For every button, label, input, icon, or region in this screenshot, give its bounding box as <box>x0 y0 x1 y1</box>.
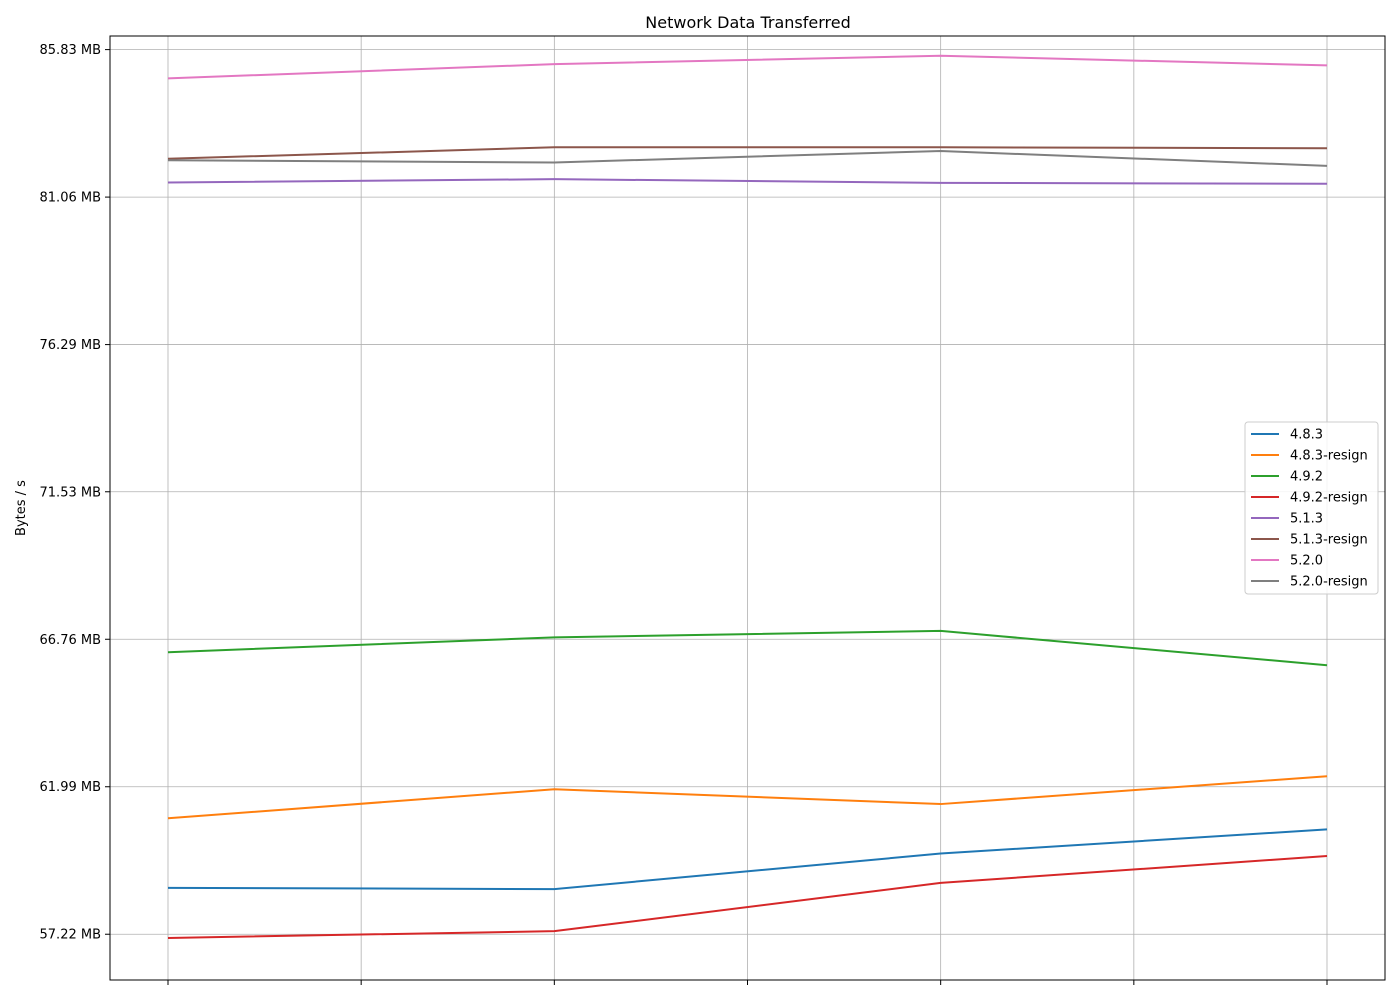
series-line-5-1-3-resign <box>167 146 1328 160</box>
series-lines <box>167 54 1328 939</box>
legend: 4.8.3 4.8.3-resign 4.9.2 4.9.2-resign 5.1.3 5… <box>1244 421 1379 595</box>
series-line-5-2-0 <box>167 54 1328 80</box>
legend-label: 4.9.2 <box>1290 470 1323 485</box>
y-tick-label: 76.29 MB <box>40 338 101 353</box>
y-axis-ticks: 57.22 MB 61.99 MB 66.76 MB 71.53 MB 76.29 MB… <box>40 43 110 943</box>
legend-label: 4.9.2-resign <box>1290 491 1368 506</box>
y-tick-label: 66.76 MB <box>40 633 101 648</box>
y-tick-label: 81.06 MB <box>40 191 101 206</box>
y-tick-label: 57.22 MB <box>40 928 101 943</box>
series-line-4-9-2 <box>167 629 1328 667</box>
y-tick-label: 61.99 MB <box>40 780 101 795</box>
x-axis-ticks <box>167 980 1328 985</box>
y-tick-label: 85.83 MB <box>40 43 101 58</box>
legend-label: 4.8.3-resign <box>1290 449 1368 464</box>
legend-label: 5.2.0-resign <box>1290 575 1368 590</box>
chart-title: Network Data Transferred <box>645 13 850 32</box>
series-line-4-9-2-resign <box>167 855 1328 939</box>
legend-label: 5.1.3 <box>1290 512 1323 527</box>
y-axis-label: Bytes / s <box>14 480 29 536</box>
legend-label: 5.1.3-resign <box>1290 533 1368 548</box>
y-tick-label: 71.53 MB <box>40 485 101 500</box>
series-line-4-8-3-resign <box>167 775 1328 820</box>
legend-label: 5.2.0 <box>1290 554 1323 569</box>
series-line-4-8-3 <box>167 828 1328 891</box>
grid-lines <box>110 36 1385 980</box>
series-line-5-2-0-resign <box>167 150 1328 167</box>
legend-box <box>1244 421 1379 595</box>
legend-label: 4.8.3 <box>1290 428 1323 443</box>
series-line-5-1-3 <box>167 178 1328 185</box>
